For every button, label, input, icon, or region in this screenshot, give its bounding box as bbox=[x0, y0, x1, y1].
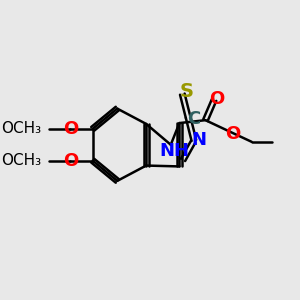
Text: NH: NH bbox=[160, 142, 190, 160]
Text: S: S bbox=[179, 82, 193, 101]
Text: O: O bbox=[225, 125, 240, 143]
Text: O: O bbox=[63, 152, 79, 169]
Text: O: O bbox=[63, 120, 79, 138]
Text: OCH₃: OCH₃ bbox=[1, 121, 41, 136]
Text: C: C bbox=[187, 110, 200, 128]
Text: N: N bbox=[191, 131, 206, 149]
Text: O: O bbox=[209, 90, 224, 108]
Text: OCH₃: OCH₃ bbox=[1, 153, 41, 168]
